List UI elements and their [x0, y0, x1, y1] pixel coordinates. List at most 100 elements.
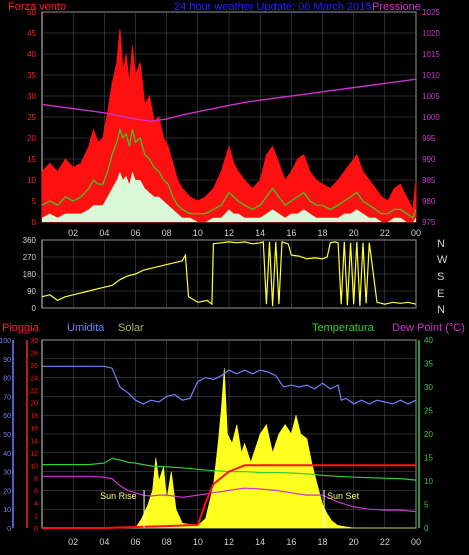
climate-x-tick-label: 16 [286, 537, 296, 547]
sunset-label: Sun Set [327, 491, 360, 501]
direction-tick-label: 0 [32, 304, 37, 313]
temperature-title-label: Temperatura [312, 322, 375, 334]
rain-tick-label: 14 [30, 438, 38, 445]
humidity-tick-label: 50 [3, 432, 11, 439]
climate-x-tick-label: 08 [162, 537, 172, 547]
direction-tick-label: 180 [23, 270, 37, 279]
humidity-line [42, 365, 417, 405]
wind-left-tick-label: 20 [27, 134, 36, 143]
direction-left-axis: 0 90 180 270 360 [23, 236, 37, 313]
climate-panel: Pioggia Umidita Solar Temperatura Dew Po… [0, 322, 465, 547]
chart-title: 24 hour weather Update: 06 March 2015 [174, 1, 372, 13]
rain-tick-label: 22 [30, 388, 38, 395]
rain-tick-label: 18 [30, 413, 38, 420]
wind-panel: Forza vento 24 hour weather Update: 06 M… [8, 1, 440, 238]
rain-tick-label: 28 [30, 351, 38, 358]
wind-x-tick-label: 16 [286, 228, 296, 238]
pressure-tick-label: 1005 [422, 92, 440, 101]
wind-left-tick-label: 30 [27, 92, 36, 101]
wind-left-tick-label: 25 [27, 113, 36, 122]
temperature-tick-label: 40 [424, 336, 433, 345]
temperature-tick-label: 35 [424, 360, 433, 369]
temperature-tick-label: 0 [424, 524, 429, 533]
humidity-tick-label: 80 [3, 376, 11, 383]
wind-left-tick-label: 0 [32, 218, 37, 227]
pressure-tick-label: 1015 [422, 50, 440, 59]
dewpoint-title-label: Dew Point (°C) [392, 322, 465, 334]
climate-marks [42, 365, 417, 529]
direction-tick-label: 270 [23, 253, 37, 262]
wind-left-tick-label: 10 [27, 176, 36, 185]
wind-left-tick-label: 45 [27, 29, 36, 38]
temperature-line [42, 457, 417, 481]
pressure-tick-label: 975 [422, 218, 436, 227]
climate-x-tick-label: 22 [380, 537, 390, 547]
temperature-tick-label: 5 [424, 501, 429, 510]
pressure-tick-label: 980 [422, 197, 436, 206]
rain-line [42, 464, 416, 529]
rain-tick-label: 2 [34, 513, 38, 520]
sunrise-label: Sun Rise [100, 491, 137, 501]
humidity-tick-label: 60 [3, 413, 11, 420]
wind-x-tick-label: 00 [411, 228, 421, 238]
wind-gust-area [41, 28, 417, 223]
pressure-tick-label: 1010 [422, 71, 440, 80]
humidity-tick-label: 70 [3, 394, 11, 401]
dewpoint-line [42, 475, 417, 513]
pressure-tick-label: 985 [422, 176, 436, 185]
wind-x-tick-label: 22 [380, 228, 390, 238]
humidity-tick-label: 10 [3, 507, 11, 514]
climate-x-tick-label: 02 [68, 537, 78, 547]
rain-tick-label: 20 [30, 401, 38, 408]
wind-left-tick-label: 35 [27, 71, 36, 80]
wind-x-tick-label: 10 [193, 228, 203, 238]
humidity-tick-label: 30 [3, 470, 11, 477]
climate-x-tick-label: 10 [193, 537, 203, 547]
wind-left-tick-label: 5 [32, 197, 37, 206]
direction-line [41, 241, 417, 307]
humidity-title-label: Umidita [67, 322, 105, 334]
wind-title-label: Forza vento [8, 1, 66, 13]
pressure-tick-label: 1020 [422, 29, 440, 38]
compass-label: E [437, 288, 444, 300]
temperature-tick-label: 10 [424, 477, 433, 486]
climate-x-axis: 02 04 06 08 10 12 14 16 18 20 22 00 [68, 537, 421, 547]
pressure-tick-label: 1025 [422, 8, 440, 17]
wind-x-axis: 02 04 06 08 10 12 14 16 18 20 22 00 [68, 228, 421, 238]
rain-tick-label: 10 [30, 463, 38, 470]
wind-left-tick-label: 15 [27, 155, 36, 164]
wind-x-tick-label: 08 [162, 228, 172, 238]
pressure-line [41, 78, 417, 122]
wind-avg-line [41, 127, 417, 219]
rain-title-label: Pioggia [2, 322, 40, 334]
rain-tick-label: 0 [34, 526, 38, 533]
climate-x-tick-label: 20 [349, 537, 359, 547]
pressure-axis: 975 980 985 990 995 1000 1005 1010 1015 1020 1025 [422, 8, 440, 227]
temperature-axis: 0 5 10 15 20 25 30 35 40 [424, 336, 433, 533]
rain-tick-label: 6 [34, 488, 38, 495]
wind-x-tick-label: 18 [317, 228, 327, 238]
climate-x-tick-label: 18 [317, 537, 327, 547]
wind-x-tick-label: 06 [130, 228, 140, 238]
humidity-tick-label: 90 [3, 357, 11, 364]
rain-tick-label: 8 [34, 476, 38, 483]
rain-tick-label: 4 [34, 501, 38, 508]
wind-min-area [42, 171, 416, 222]
pressure-tick-label: 990 [422, 155, 436, 164]
compass-label: W [437, 254, 448, 266]
temperature-tick-label: 20 [424, 430, 433, 439]
wind-left-tick-label: 40 [27, 50, 36, 59]
rain-tick-label: 12 [30, 451, 38, 458]
humidity-tick-label: 0 [7, 526, 11, 533]
direction-grid [42, 239, 417, 309]
direction-tick-label: 90 [27, 287, 36, 296]
direction-marks [41, 241, 417, 307]
wind-x-tick-label: 14 [255, 228, 265, 238]
humidity-tick-label: 100 [0, 338, 11, 345]
wind-x-tick-label: 12 [224, 228, 234, 238]
temperature-tick-label: 15 [424, 454, 433, 463]
